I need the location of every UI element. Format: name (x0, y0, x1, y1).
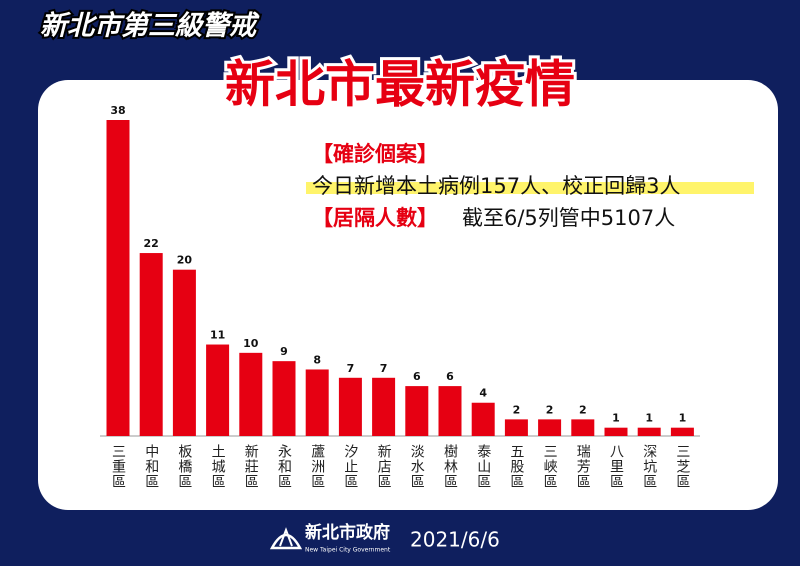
category-label: 板橋區 (176, 444, 192, 489)
value-label: 9 (280, 345, 288, 358)
highlight (306, 182, 754, 194)
bar (206, 344, 230, 436)
category-label: 泰山區 (475, 444, 491, 489)
value-label: 11 (210, 329, 225, 342)
bar (239, 352, 263, 436)
category-label: 淡水區 (409, 444, 425, 489)
quarantine-label: 【居隔人數】 (312, 206, 438, 230)
bar (571, 419, 595, 436)
category-label: 中和區 (143, 444, 159, 489)
bar (338, 377, 362, 436)
category-label: 深坑區 (641, 444, 657, 489)
value-label: 4 (479, 387, 487, 400)
category-label: 五股區 (508, 444, 524, 489)
bar (637, 427, 661, 436)
bar (438, 386, 462, 436)
value-label: 7 (380, 362, 388, 375)
category-label: 三芝區 (674, 444, 690, 489)
cases-text: 今日新增本土病例157人、校正回歸3人 (312, 174, 680, 198)
value-label: 1 (645, 412, 653, 425)
bar (139, 253, 163, 436)
bar (305, 369, 329, 436)
bar (106, 120, 130, 436)
value-label: 6 (413, 370, 421, 383)
value-label: 7 (347, 362, 355, 375)
value-label: 1 (612, 412, 620, 425)
bar (670, 427, 694, 436)
category-label: 瑞芳區 (575, 444, 591, 489)
category-label: 新莊區 (243, 444, 259, 489)
category-label: 永和區 (276, 444, 292, 489)
cases-label: 【確診個案】 (312, 142, 438, 166)
value-label: 6 (446, 370, 454, 383)
bar (538, 419, 562, 436)
quarantine-text: 截至6/5列管中5107人 (462, 206, 675, 230)
date: 2021/6/6 (410, 528, 500, 552)
bar (471, 402, 495, 436)
bar (372, 377, 396, 436)
bar (405, 386, 429, 436)
badge: 新北市第三級警戒 (40, 11, 260, 42)
category-label: 新店區 (376, 444, 392, 489)
logo (269, 527, 303, 550)
value-label: 2 (579, 403, 587, 416)
category-label: 八里區 (608, 444, 624, 489)
value-label: 38 (110, 104, 125, 117)
bar (604, 427, 628, 436)
category-label: 土城區 (210, 444, 226, 489)
value-label: 20 (177, 254, 193, 267)
category-label: 樹林區 (442, 444, 458, 489)
bar (272, 361, 296, 436)
category-label: 三重區 (110, 444, 126, 489)
org-name-en: New Taipei City Government (305, 547, 391, 554)
value-label: 2 (513, 403, 521, 416)
value-label: 8 (313, 353, 321, 366)
category-label: 蘆洲區 (309, 444, 325, 489)
bar (172, 269, 196, 436)
category-label: 三峽區 (542, 444, 558, 489)
main-title: 新北市最新疫情 (225, 56, 575, 114)
value-label: 10 (243, 337, 259, 350)
category-label: 汐止區 (342, 444, 358, 489)
value-label: 1 (679, 412, 687, 425)
bar (504, 419, 528, 436)
value-label: 22 (144, 237, 159, 250)
value-label: 2 (546, 403, 554, 416)
org-name: 新北市政府 (305, 522, 390, 543)
